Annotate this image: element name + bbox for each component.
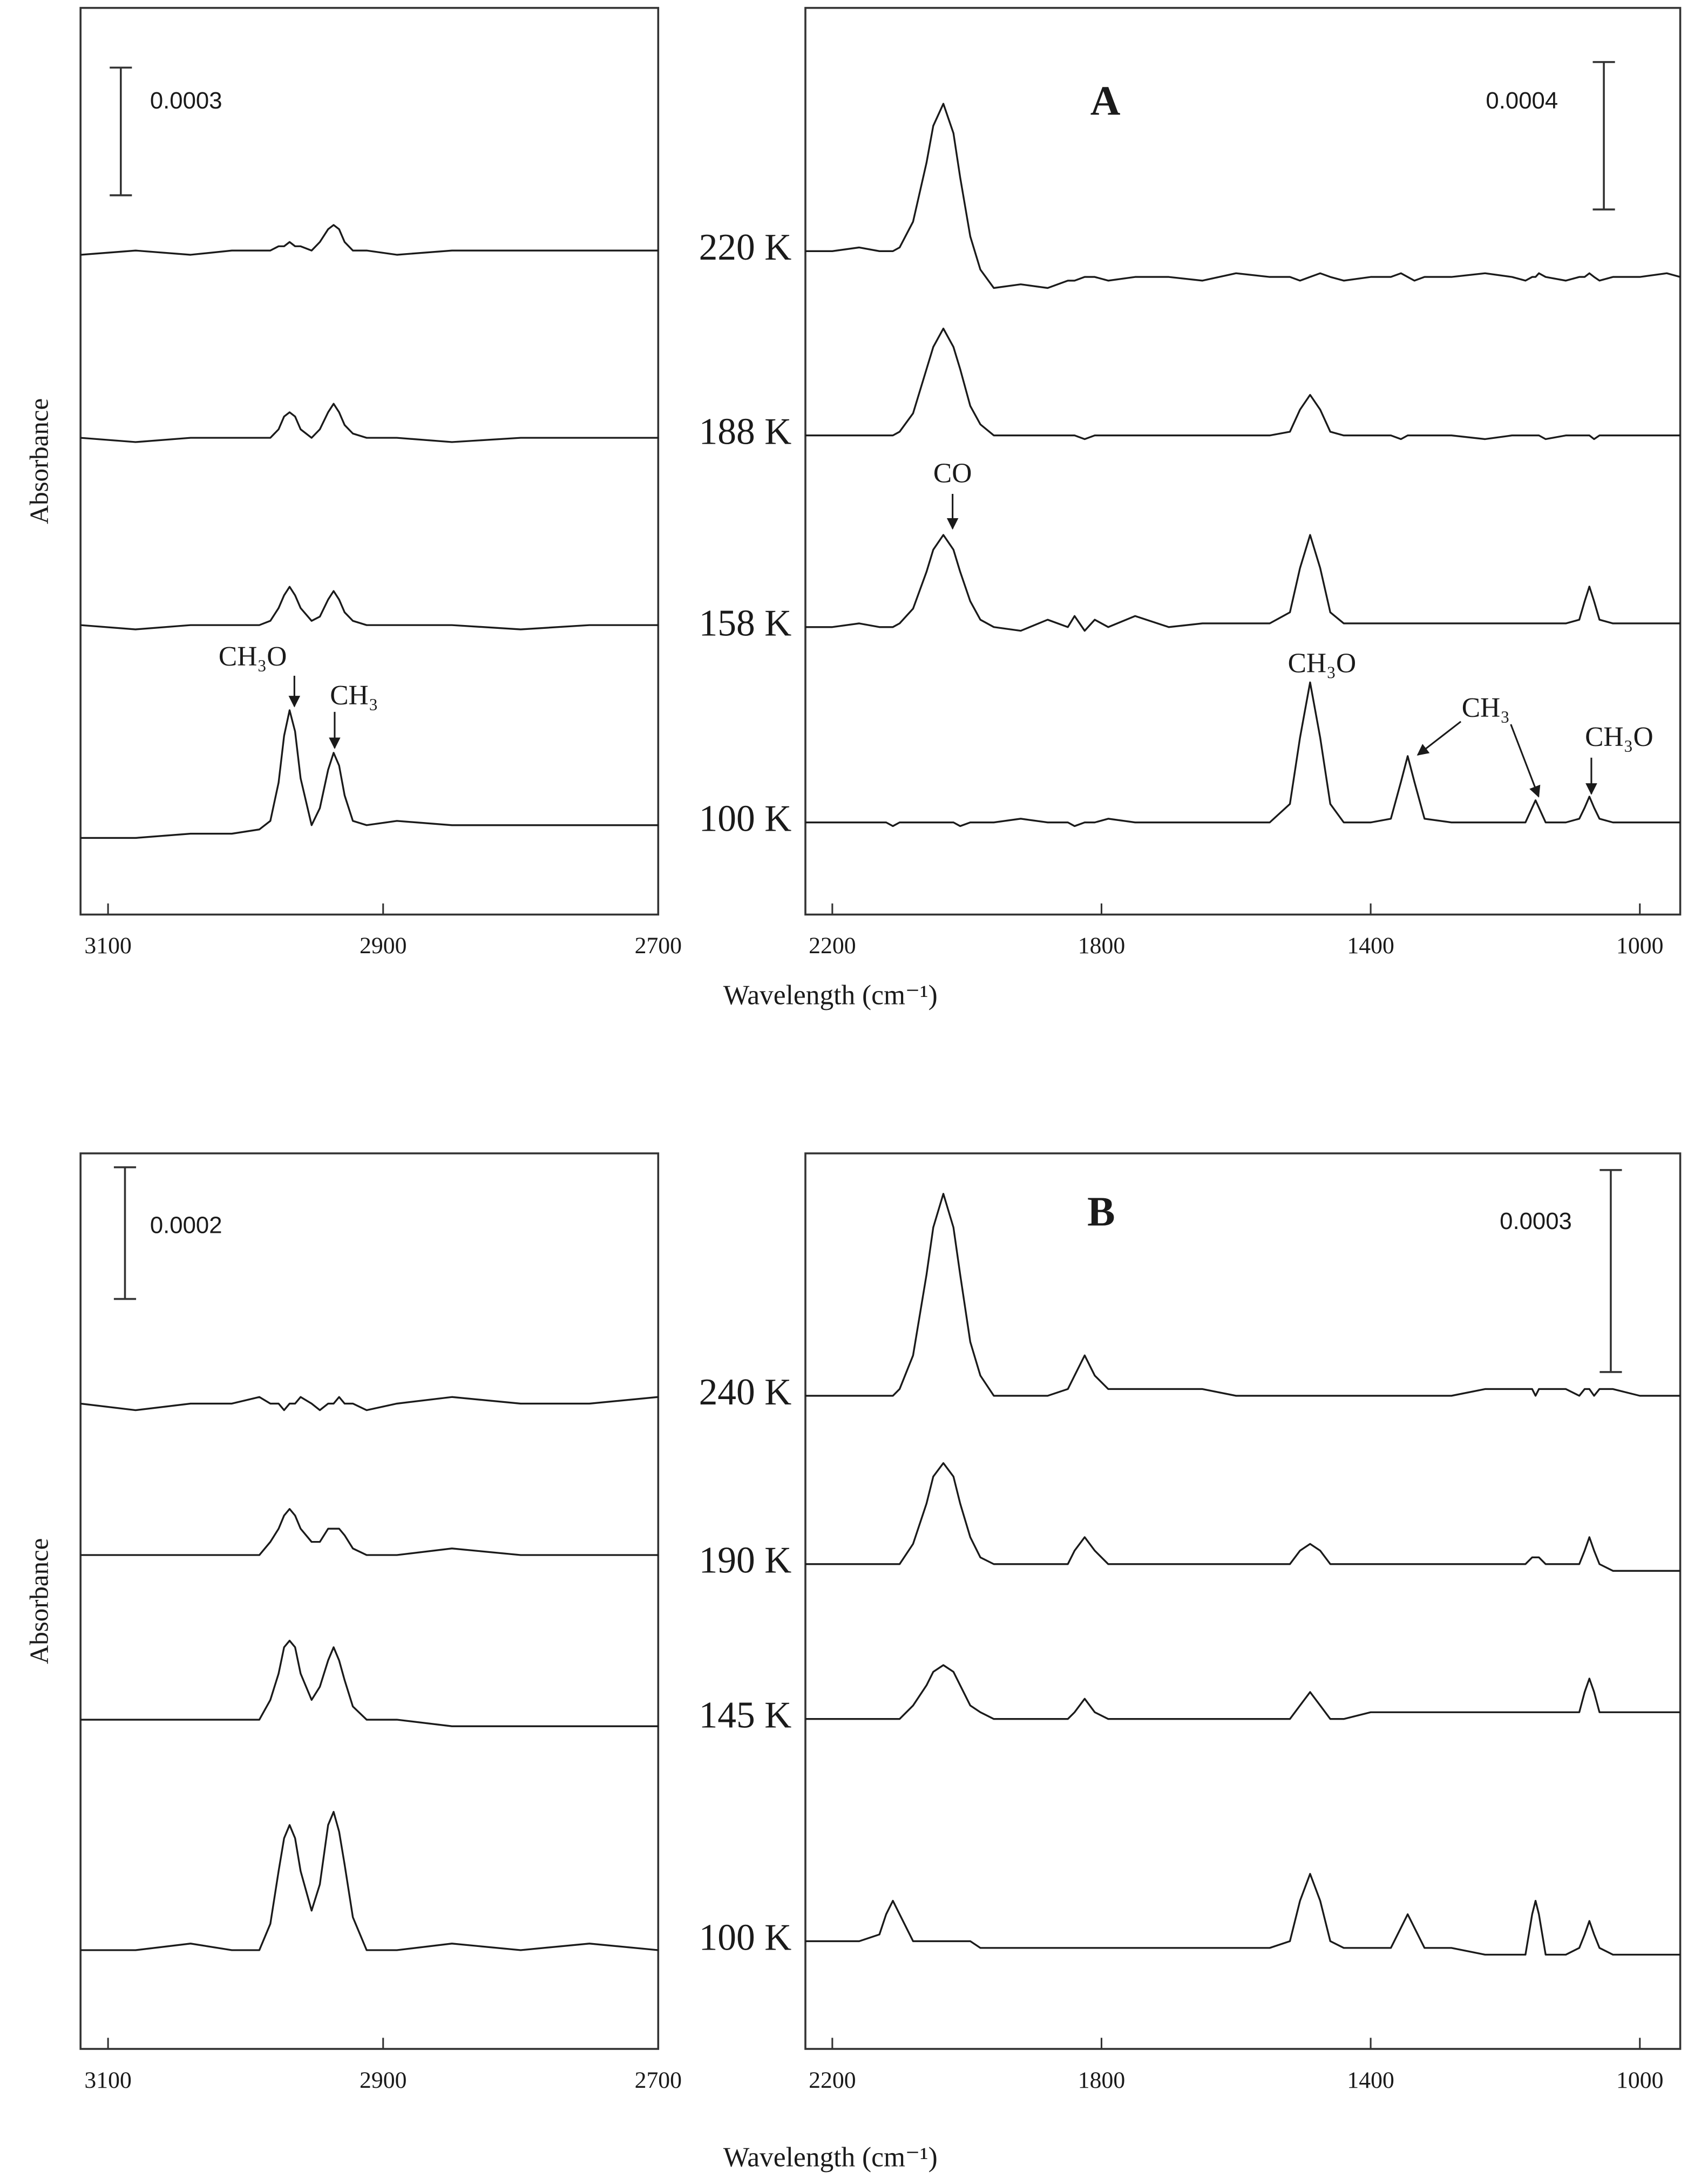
y-axis-label: Absorbance — [24, 398, 53, 524]
x-axis-label: Wavelength (cm⁻¹) — [723, 980, 938, 1011]
panel-label: B — [1087, 1188, 1115, 1234]
plot-frame — [79, 6, 660, 916]
annotation-arrow — [1416, 721, 1462, 756]
x-tick-label: 1400 — [1347, 933, 1394, 959]
x-tick-label: 2200 — [809, 933, 856, 959]
scale-bar-label: 0.0002 — [150, 1212, 222, 1239]
x-tick-label: 1000 — [1616, 933, 1663, 959]
panel-label: A — [1090, 77, 1121, 124]
plot-frame — [79, 1152, 660, 2050]
peak-annotation: CO — [933, 458, 972, 488]
spectrum-line — [805, 1462, 1680, 1572]
series-label: 240 K — [699, 1372, 792, 1413]
x-tick-label: 2700 — [635, 933, 682, 959]
y-axis-label: Absorbance — [24, 1538, 53, 1664]
series-label: 220 K — [699, 227, 792, 268]
peak-annotation: CH₃O — [1585, 722, 1653, 752]
series-label: 145 K — [699, 1695, 792, 1736]
spectrum-line — [805, 681, 1680, 827]
series-label: 188 K — [699, 411, 792, 453]
spectrum-line — [805, 1664, 1680, 1720]
spectrum-line — [805, 1872, 1680, 1956]
x-tick-label: 1800 — [1078, 933, 1125, 959]
plot-frame — [804, 6, 1682, 916]
spectrum-line — [805, 1193, 1680, 1397]
series-label: 100 K — [699, 1917, 792, 1958]
spectrum-line — [80, 1639, 659, 1727]
spectrum-line — [80, 709, 659, 839]
spectrum-line — [80, 1811, 659, 1951]
annotation-arrow — [1510, 724, 1541, 798]
spectrum-line — [80, 1396, 659, 1411]
x-tick-label: 2900 — [360, 2067, 406, 2093]
spectrum-line — [80, 586, 659, 630]
scale-bar-label: 0.0003 — [150, 87, 222, 114]
x-tick-label: 2700 — [635, 2067, 682, 2093]
peak-annotation: CH₃ — [330, 680, 378, 711]
series-label: 100 K — [699, 798, 792, 840]
x-tick-label: 1800 — [1078, 2067, 1125, 2093]
x-tick-label: 3100 — [84, 2067, 131, 2093]
scale-bar-label: 0.0004 — [1486, 87, 1558, 114]
scale-bar-label: 0.0003 — [1500, 1208, 1572, 1234]
plot-frame — [804, 1152, 1682, 2050]
spectrum-line — [805, 534, 1680, 632]
x-axis-label: Wavelength (cm⁻¹) — [723, 2142, 938, 2173]
x-tick-label: 1000 — [1616, 2067, 1663, 2093]
x-tick-label: 1400 — [1347, 2067, 1394, 2093]
spectrum-line — [805, 328, 1680, 440]
spectrum-line — [80, 224, 659, 256]
spectrum-line — [805, 103, 1680, 289]
x-tick-label: 2900 — [360, 933, 406, 959]
peak-annotation: CH₃ — [1462, 693, 1510, 723]
x-tick-label: 3100 — [84, 933, 131, 959]
x-tick-label: 2200 — [809, 2067, 856, 2093]
series-label: 158 K — [699, 603, 792, 644]
peak-annotation: CH₃O — [1288, 648, 1357, 679]
spectrum-line — [80, 403, 659, 443]
peak-annotation: CH₃O — [219, 641, 287, 672]
spectrum-line — [80, 1508, 659, 1556]
series-label: 190 K — [699, 1540, 792, 1581]
